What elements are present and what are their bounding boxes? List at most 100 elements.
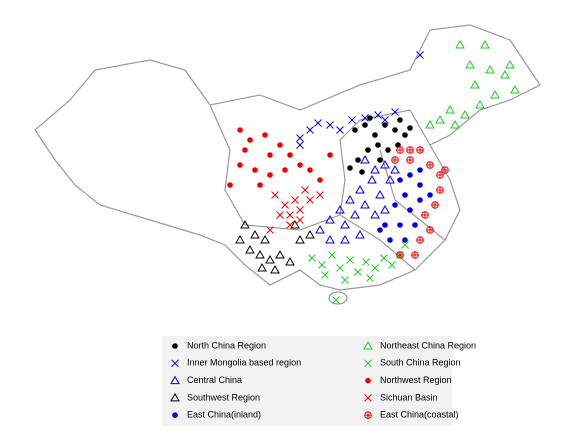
legend-label: Central China [187, 375, 242, 385]
site-marker [460, 109, 470, 119]
triangle [455, 39, 465, 49]
triangle [360, 199, 370, 209]
dot [347, 165, 353, 171]
site-marker [397, 222, 403, 228]
site-marker [367, 174, 377, 184]
triangle [385, 174, 395, 184]
legend-label: South China Region [380, 358, 461, 368]
dot [362, 122, 368, 128]
triangle [470, 79, 480, 89]
site-marker [391, 156, 399, 164]
site-marker [417, 167, 423, 173]
dot [257, 182, 263, 188]
x-stroke [321, 271, 329, 279]
triangle [235, 234, 245, 244]
site-marker [370, 164, 380, 174]
site-marker [385, 174, 395, 184]
site-marker [325, 234, 335, 244]
x-stroke [364, 359, 372, 368]
dot [352, 127, 358, 133]
x-stroke [308, 254, 316, 262]
x-stroke [316, 191, 324, 199]
site-marker [406, 146, 414, 154]
dot [267, 172, 273, 178]
triangle [370, 164, 380, 174]
x-stroke [374, 111, 382, 119]
x-stroke [286, 211, 294, 219]
triangle [245, 244, 255, 254]
triangle [480, 39, 490, 49]
site-marker [235, 234, 245, 244]
site-marker [316, 191, 324, 199]
dot [227, 182, 233, 188]
site-marker [426, 161, 434, 169]
x-stroke [391, 108, 399, 116]
site-marker [336, 264, 344, 272]
x-stroke [366, 274, 374, 282]
x-stroke [291, 196, 299, 204]
site-marker [247, 137, 253, 143]
dot [307, 167, 313, 173]
x-stroke [388, 261, 396, 269]
site-marker [267, 152, 273, 158]
site-marker [425, 119, 435, 129]
site-marker [417, 182, 423, 188]
site-marker [372, 132, 378, 138]
site-marker [402, 237, 408, 243]
site-marker [326, 121, 334, 129]
site-marker [286, 211, 294, 219]
dot [375, 142, 381, 148]
site-marker [296, 216, 304, 224]
site-marker [407, 125, 413, 131]
dot [267, 152, 273, 158]
site-marker [510, 84, 520, 94]
site-marker [354, 268, 362, 276]
triangle [240, 219, 250, 229]
site-marker [416, 146, 424, 154]
country-outline [34, 24, 541, 291]
site-marker [290, 219, 300, 229]
triangle [265, 254, 275, 264]
site-marker [296, 134, 304, 142]
x-stroke [271, 191, 279, 199]
site-marker [416, 51, 424, 59]
triangle [367, 174, 377, 184]
legend-label: Southwest Region [187, 392, 260, 402]
site-marker [392, 127, 398, 133]
site-marker [281, 201, 289, 209]
site-marker [421, 211, 429, 219]
dot [367, 115, 373, 121]
triangle [170, 375, 180, 385]
site-marker [336, 126, 344, 134]
site-marker [364, 411, 372, 420]
site-marker [375, 189, 385, 199]
site-marker [367, 115, 373, 121]
triangle [380, 204, 390, 214]
site-marker [318, 261, 326, 269]
site-marker [416, 236, 424, 244]
legend-label: North China Region [187, 340, 266, 350]
site-marker [347, 165, 353, 171]
legend-label: Sichuan Basin [380, 392, 438, 402]
triangle [363, 340, 373, 350]
site-marker [266, 226, 274, 234]
dot [365, 147, 371, 153]
dot [402, 237, 408, 243]
site-marker [500, 69, 510, 79]
site-marker [295, 234, 305, 244]
dot [407, 172, 413, 178]
site-marker [392, 202, 398, 208]
site-marker [270, 264, 280, 274]
site-marker [380, 159, 390, 169]
site-marker [371, 264, 379, 272]
site-marker [301, 186, 309, 194]
site-marker [377, 227, 383, 233]
triangle [390, 164, 400, 174]
site-marker [391, 108, 399, 116]
dot [287, 152, 293, 158]
dot [297, 162, 303, 168]
dot [172, 343, 178, 349]
dot [262, 132, 268, 138]
site-marker [245, 244, 255, 254]
site-marker [350, 209, 360, 219]
